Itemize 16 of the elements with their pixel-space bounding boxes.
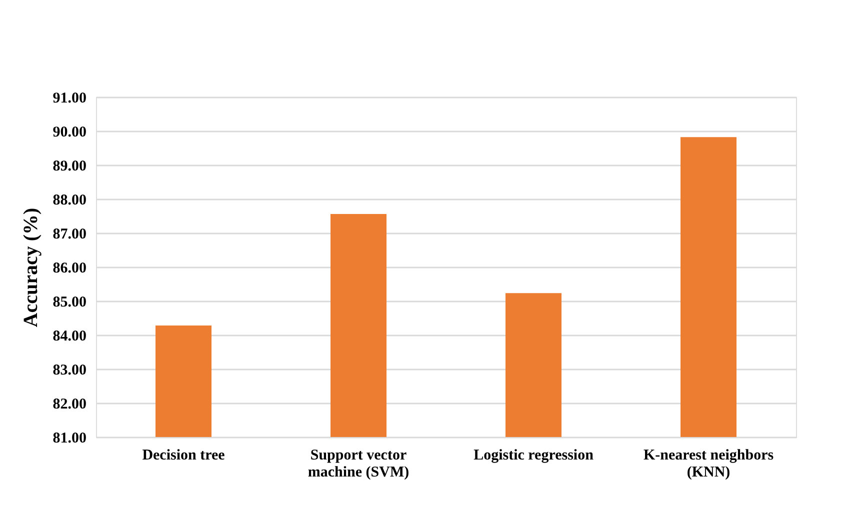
y-tick-label: 87.00	[52, 226, 86, 242]
x-tick-label: K-nearest neighbors (KNN)	[643, 448, 774, 480]
x-tick-label: Logistic regression	[474, 448, 594, 464]
y-tick-label: 88.00	[52, 192, 86, 208]
y-tick-label: 82.00	[52, 396, 86, 412]
y-tick-label: 81.00	[52, 430, 86, 446]
x-tick-label: Decision tree	[142, 448, 226, 464]
y-tick-label: 89.00	[52, 158, 86, 174]
x-tick-label: Support vector machine (SVM)	[308, 448, 410, 480]
y-tick-label: 84.00	[52, 328, 86, 344]
y-tick-label: 85.00	[52, 294, 86, 310]
y-tick-label: 91.00	[52, 90, 86, 106]
y-tick-label: 83.00	[52, 362, 86, 378]
y-tick-label: 86.00	[52, 260, 86, 276]
y-axis-title: Accuracy (%)	[20, 208, 42, 328]
y-tick-label: 90.00	[52, 124, 86, 140]
